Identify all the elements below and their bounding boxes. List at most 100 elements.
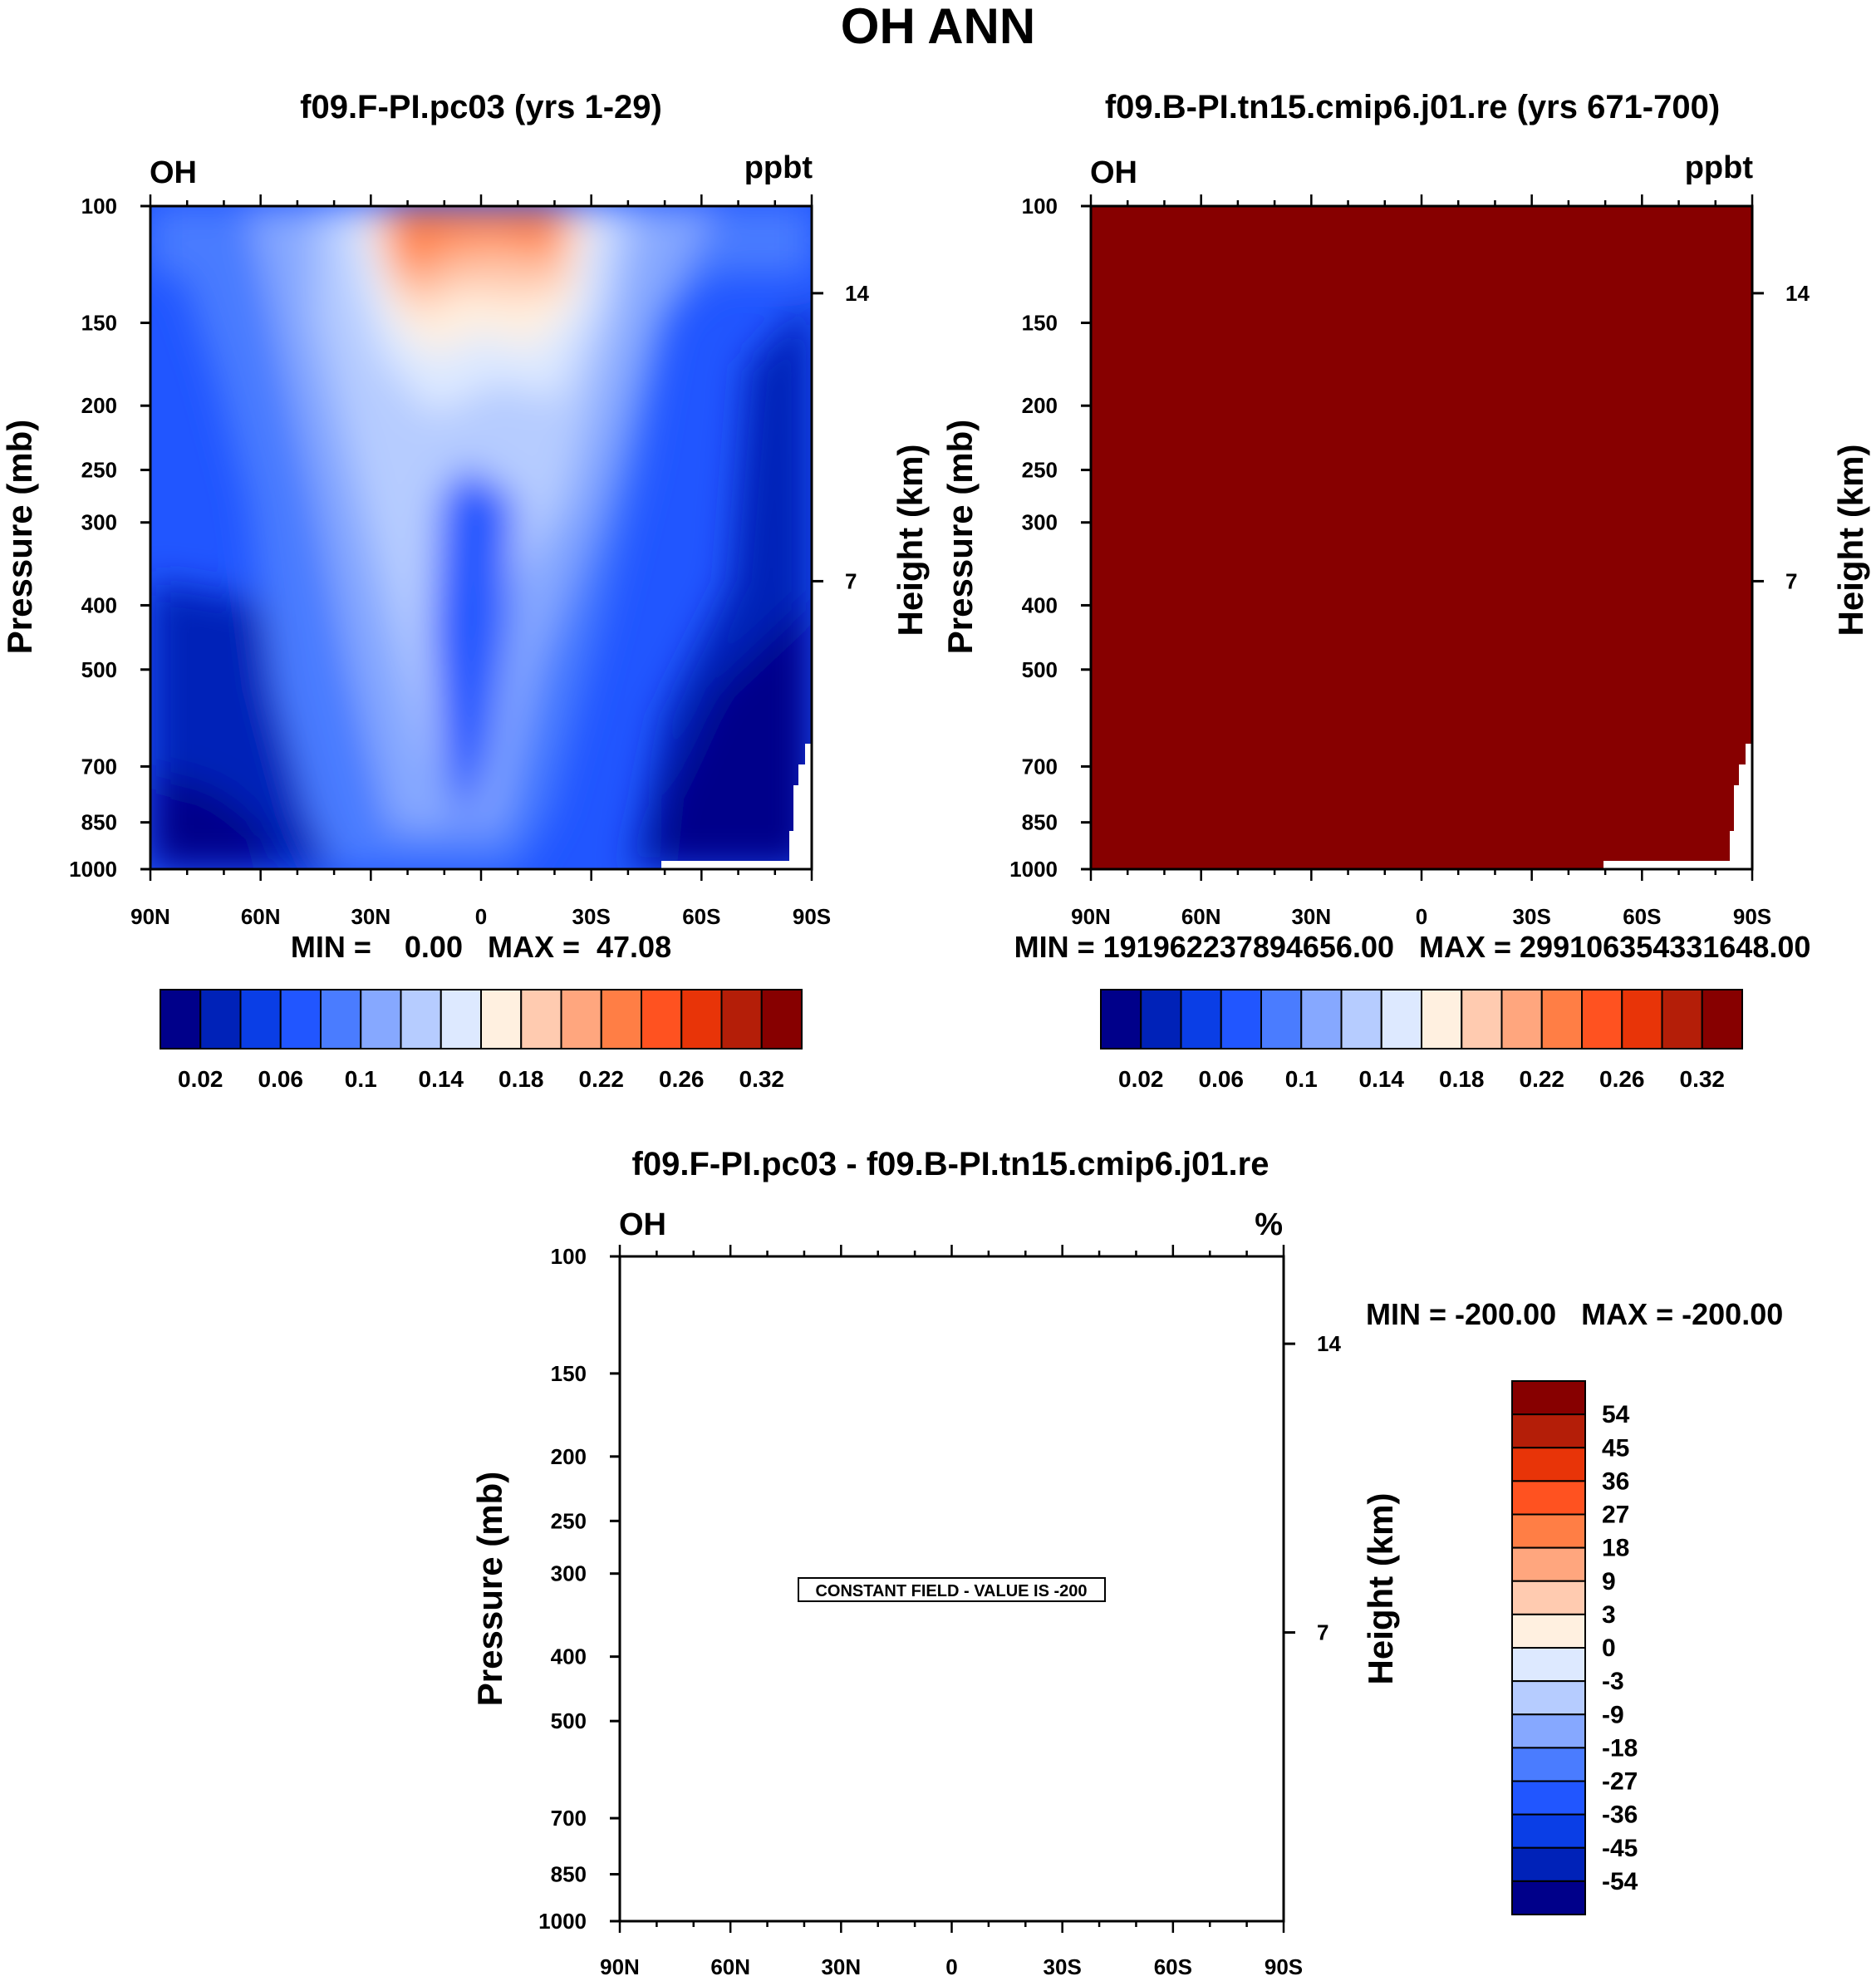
colorbar-box [1100,989,1142,1049]
panel-3-units-label: % [1255,1207,1283,1242]
colorbar-label: 0.22 [579,1066,625,1092]
colorbar-box [1511,1447,1586,1482]
colorbar-box [1511,1813,1586,1849]
panel-1-min-max: MIN = 0.00 MAX = 47.08 [291,930,671,964]
y-tick-label: 150 [551,1361,587,1386]
panel-3-min-max: MIN = -200.00 MAX = -200.00 [1366,1297,1783,1331]
colorbar-label: 27 [1602,1502,1629,1529]
colorbar-box [1511,1546,1586,1582]
colorbar-box [1511,1880,1586,1915]
colorbar-label: 3 [1602,1601,1616,1629]
x-tick-label: 30S [1044,1954,1082,1979]
panel-3-y-axis: 100 150 200 250 300 400 500 700 850 1000 14 7 [538,1244,1341,1934]
colorbar-label: -54 [1602,1868,1638,1895]
y-tick-label: 200 [551,1444,587,1469]
y-tick-label: 200 [81,393,117,418]
panel-2-x-axis: 90N 60N 30N 0 30S 60S 90S [1071,194,1771,929]
y-tick-label: 300 [1022,510,1058,535]
panel-2-title: f09.B-PI.tn15.cmip6.j01.re (yrs 671-700) [1105,89,1720,125]
colorbar-box [1340,989,1382,1049]
height-tick-label: 14 [845,281,869,306]
colorbar-box [1300,989,1343,1049]
colorbar-box [1511,1713,1586,1749]
colorbar-label: 0.22 [1520,1066,1565,1092]
panel-3-x-axis: 90N 60N 30N 0 30S 60S 90S [600,1245,1303,1979]
x-tick-label: 90N [600,1954,640,1979]
y-tick-label: 500 [551,1708,587,1733]
colorbar-box [1511,1780,1586,1816]
colorbar-box [160,989,202,1049]
y-tick-label: 250 [81,458,117,483]
colorbar-label: 18 [1602,1535,1629,1562]
colorbar-label: 0.02 [1118,1066,1164,1092]
colorbar-label: -27 [1602,1768,1638,1796]
panel-1-units-label: ppbt [744,150,813,185]
y-tick-label: 500 [81,657,117,682]
x-tick-label: 90N [1071,904,1111,929]
colorbar-box [360,989,402,1049]
colorbar-box [1511,1380,1586,1416]
panel-2-units-label: ppbt [1685,150,1754,185]
colorbar-box [641,989,683,1049]
colorbar-label: -3 [1602,1668,1624,1695]
y-tick-label: 500 [1022,657,1058,682]
colorbar-box [1511,1680,1586,1716]
colorbar-label: 0.02 [178,1066,223,1092]
colorbar-box [320,989,362,1049]
panel-1-field [150,206,812,869]
colorbar-label: 0.18 [498,1066,544,1092]
contour-band [150,773,274,869]
contour-band [432,465,515,831]
y-tick-label: 400 [81,592,117,617]
y-tick-label: 150 [1022,311,1058,336]
colorbar-box [680,989,723,1049]
contour-band [656,598,812,869]
colorbar-label: -9 [1602,1701,1624,1728]
colorbar-box [1511,1613,1586,1649]
colorbar-box [1540,989,1583,1049]
colorbar-label: -45 [1602,1835,1638,1862]
contour-band [390,206,565,274]
x-tick-label: 60N [1181,904,1221,929]
colorbar-box [1260,989,1303,1049]
panel-3-title: f09.F-PI.pc03 - f09.B-PI.tn15.cmip6.j01.… [632,1146,1269,1182]
y-tick-label: 850 [551,1862,587,1887]
y-tick-label: 100 [1022,194,1058,219]
y-tick-label: 1000 [1009,857,1058,882]
colorbar-label: 0 [1602,1634,1616,1662]
x-tick-label: 60N [710,1954,750,1979]
panel-2: f09.B-PI.tn15.cmip6.j01.re (yrs 671-700)… [940,89,1870,1092]
y-tick-label: 250 [551,1508,587,1533]
panel-1-y-label-right: Height (km) [891,445,930,637]
colorbar-label: 0.18 [1439,1066,1485,1092]
colorbar-box [400,989,442,1049]
colorbar-label: 0.06 [1199,1066,1245,1092]
colorbar-label: 9 [1602,1568,1616,1595]
colorbar-box [1220,989,1262,1049]
panel-2-field [1091,206,1752,869]
colorbar-label: 45 [1602,1434,1629,1462]
colorbar-box [1511,1480,1586,1516]
colorbar-label: 0.14 [419,1066,464,1092]
x-tick-label: 90S [1733,904,1771,929]
colorbar-box [600,989,642,1049]
panel-3-y-label-right: Height (km) [1361,1493,1400,1685]
y-tick-label: 150 [81,311,117,336]
panel-3-variable-label: OH [619,1207,666,1242]
y-tick-label: 400 [1022,592,1058,617]
colorbar-label: 0.1 [345,1066,377,1092]
y-tick-label: 850 [1022,810,1058,835]
y-tick-label: 200 [1022,393,1058,418]
colorbar-label: 36 [1602,1467,1629,1495]
panel-1-y-label: Pressure (mb) [0,420,39,654]
y-tick-label: 300 [551,1561,587,1586]
colorbar-box [1621,989,1663,1049]
height-tick-label: 7 [1317,1620,1328,1645]
colorbar-box [279,989,322,1049]
constant-field-box [798,1577,1106,1602]
colorbar-box [1511,1846,1586,1882]
x-tick-label: 60S [1623,904,1661,929]
colorbar-box [1511,1747,1586,1782]
colorbar-box [1500,989,1543,1049]
x-tick-label: 0 [475,904,487,929]
